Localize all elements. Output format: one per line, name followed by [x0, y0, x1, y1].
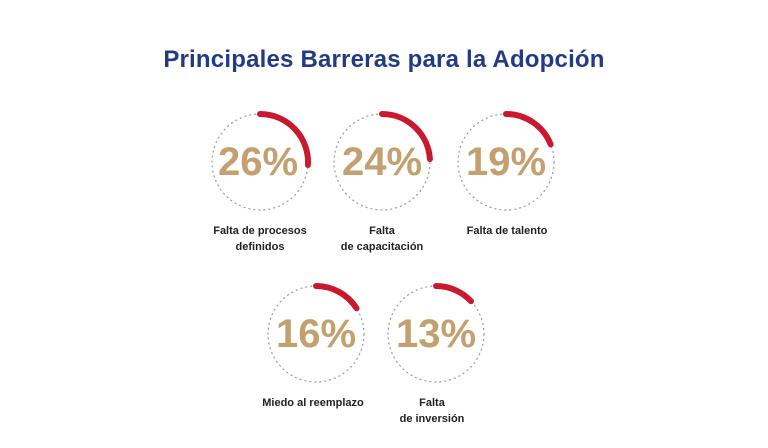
value-label-falta-inversion: 13% [395, 312, 477, 356]
category-label-falta-inversion: Falta de inversión [399, 397, 465, 425]
value-label-falta-talento: 19% [465, 140, 547, 184]
progress-arc-falta-procesos [257, 111, 311, 169]
category-label-falta-talento: Falta de talento [466, 225, 548, 237]
category-label-miedo-reemplazo: Miedo al reemplazo [262, 397, 364, 409]
progress-arc-falta-talento [503, 111, 554, 148]
value-label-falta-capacitacion: 24% [341, 140, 423, 184]
value-label-falta-procesos: 26% [217, 140, 299, 184]
progress-arc-miedo-reemplazo [313, 283, 360, 312]
chart-title: Principales Barreras para la Adopción [163, 46, 605, 73]
category-label-falta-capacitacion: Falta de capacitación [340, 225, 424, 253]
progress-arc-falta-capacitacion [379, 111, 433, 162]
progress-arc-falta-inversion [433, 283, 474, 305]
value-label-miedo-reemplazo: 16% [275, 312, 357, 356]
category-label-falta-procesos: Falta de procesos definidos [213, 225, 307, 253]
